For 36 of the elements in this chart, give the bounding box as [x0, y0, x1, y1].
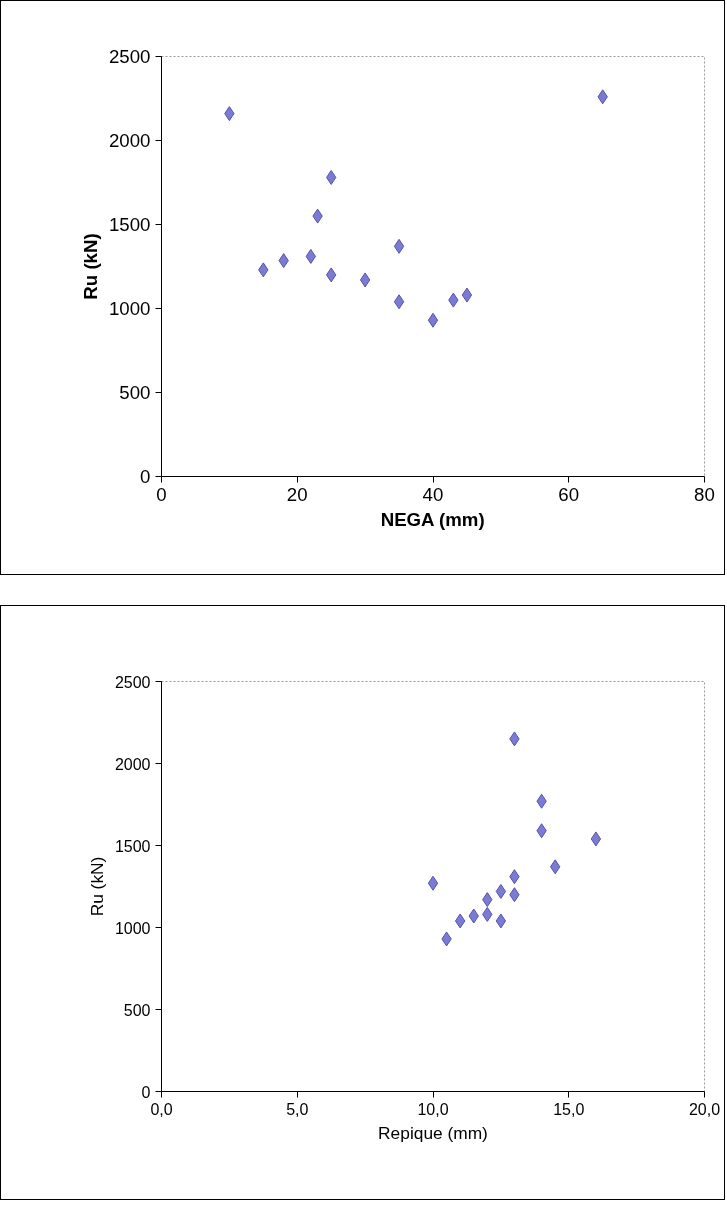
y-axis-title: Ru (kN) [80, 233, 101, 300]
x-tick-label: 0 [156, 483, 167, 505]
y-axis-title: Ru (kN) [86, 856, 107, 917]
point [359, 272, 371, 288]
point [495, 883, 507, 899]
y-tick-label: 1000 [114, 919, 151, 937]
y-tick-label: 500 [123, 1001, 151, 1019]
point [590, 831, 602, 847]
y-tick-label: 500 [119, 382, 151, 403]
x-tick-label: 15,0 [553, 1100, 585, 1118]
y-tick-label: 1500 [114, 837, 151, 855]
point [495, 913, 507, 929]
point [427, 875, 439, 891]
y-tick-label: 1000 [109, 298, 151, 319]
x-tick-label: 5,0 [286, 1100, 309, 1118]
x-tick-label: 20,0 [688, 1100, 721, 1118]
x-tick-label: 20 [286, 483, 308, 505]
x-axis-title: Repique (mm) [378, 1122, 488, 1143]
y-tick-label: 1500 [109, 214, 151, 235]
x-tick-label: 40 [422, 483, 444, 505]
y-tick-label: 2500 [109, 46, 151, 67]
x-tick-label: 10,0 [417, 1100, 449, 1118]
y-tick-label: 2000 [114, 755, 151, 773]
point [461, 287, 473, 303]
point [427, 312, 439, 328]
point [454, 913, 466, 929]
x-tick-label: 60 [558, 483, 580, 505]
point [393, 238, 405, 254]
point [393, 294, 405, 310]
x-axis-title: NEGA (mm) [380, 508, 485, 530]
y-tick-label: 2500 [114, 673, 151, 691]
x-tick-label: 0,0 [150, 1100, 173, 1118]
y-tick-label: 0 [141, 1083, 151, 1101]
x-tick-label: 80 [694, 483, 715, 505]
y-tick-label: 0 [140, 466, 151, 487]
y-tick-label: 2000 [109, 130, 151, 151]
